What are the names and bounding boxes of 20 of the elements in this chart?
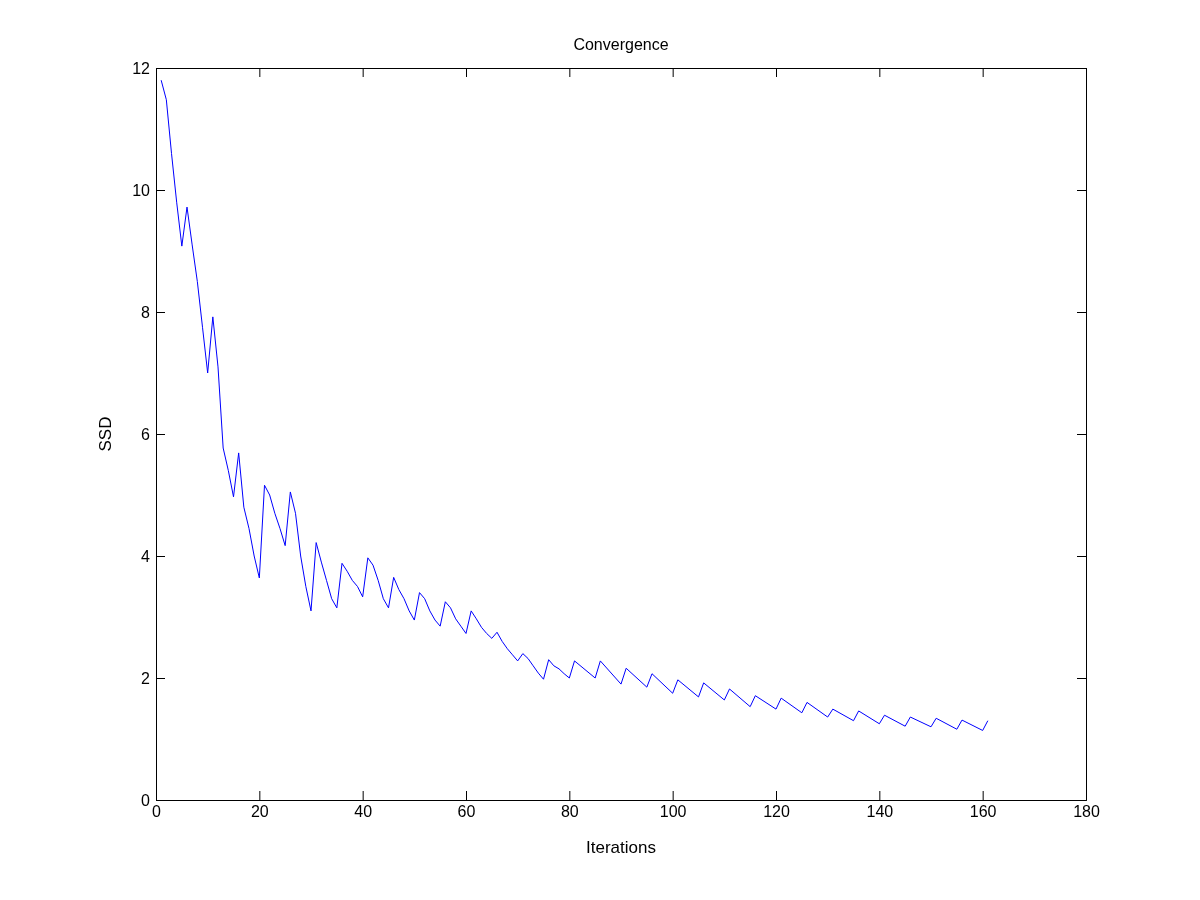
y-tick-label: 2 [141,669,151,687]
x-tick-label: 140 [866,803,894,821]
y-axis-title: SSD [96,416,115,452]
y-tick-label: 4 [141,547,151,565]
x-axis-title: Iterations [586,838,656,857]
y-tick-label: 12 [132,59,151,77]
y-tick-label: 6 [141,425,151,443]
x-tick-label: 40 [354,803,373,821]
x-tick-label: 180 [1073,803,1100,821]
x-tick-label: 60 [457,803,476,821]
x-tick-label: 20 [250,803,269,821]
x-tick-label: 0 [152,803,162,821]
chart-title: Convergence [573,36,669,53]
x-tick-label: 80 [560,803,579,821]
x-tick-label: 120 [763,803,790,821]
y-tick-label: 0 [141,791,151,809]
y-tick-label: 10 [132,181,151,199]
x-tick-label: 160 [969,803,997,821]
x-tick-label: 100 [659,803,687,821]
y-tick-label: 8 [141,303,151,321]
